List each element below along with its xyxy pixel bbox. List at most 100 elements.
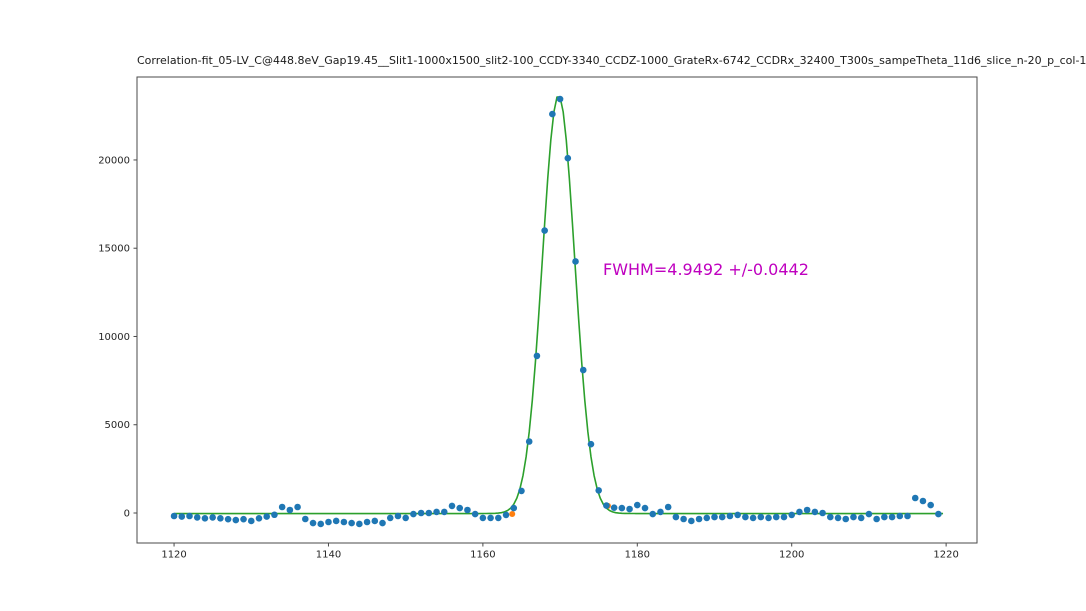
fwhm-annotation: FWHM=4.9492 +/-0.0442 bbox=[603, 260, 809, 279]
data-point bbox=[302, 515, 309, 523]
data-point bbox=[356, 520, 363, 528]
y-tick-label: 0 bbox=[124, 508, 130, 519]
data-point bbox=[595, 487, 602, 494]
data-point bbox=[873, 515, 880, 523]
data-point bbox=[255, 514, 263, 522]
data-point bbox=[309, 519, 317, 527]
data-point bbox=[911, 494, 919, 502]
data-point bbox=[904, 512, 911, 520]
data-point bbox=[471, 510, 479, 518]
data-point bbox=[232, 516, 240, 524]
data-point bbox=[410, 510, 417, 518]
data-point bbox=[425, 509, 433, 517]
data-point bbox=[286, 506, 294, 514]
data-point bbox=[533, 352, 541, 360]
data-point bbox=[247, 517, 255, 525]
x-tick-label: 1200 bbox=[779, 549, 804, 560]
data-point bbox=[780, 513, 788, 521]
data-point bbox=[495, 514, 502, 522]
data-point bbox=[703, 514, 711, 522]
data-point bbox=[325, 518, 332, 526]
data-point bbox=[734, 511, 741, 519]
data-point bbox=[579, 366, 587, 374]
x-tick-label: 1180 bbox=[625, 549, 650, 560]
data-point bbox=[749, 514, 757, 522]
data-point bbox=[386, 514, 394, 522]
data-point bbox=[850, 513, 857, 521]
data-point bbox=[224, 515, 232, 523]
data-point bbox=[610, 504, 618, 512]
data-point bbox=[927, 501, 934, 509]
data-point bbox=[178, 513, 186, 520]
data-point bbox=[201, 514, 209, 522]
data-point bbox=[819, 509, 826, 517]
data-point bbox=[572, 258, 579, 265]
data-point bbox=[379, 519, 386, 527]
data-point bbox=[657, 508, 664, 516]
data-point bbox=[525, 438, 533, 445]
data-point bbox=[402, 514, 409, 522]
x-tick-label: 1160 bbox=[470, 549, 495, 560]
data-point bbox=[865, 510, 873, 518]
data-point bbox=[193, 514, 201, 521]
data-point bbox=[672, 513, 680, 521]
data-point bbox=[340, 518, 348, 526]
data-point bbox=[271, 511, 278, 519]
plot-frame bbox=[136, 76, 978, 544]
data-point bbox=[294, 503, 301, 511]
data-point bbox=[518, 487, 525, 495]
data-point bbox=[564, 154, 572, 162]
data-point bbox=[626, 505, 633, 513]
data-point bbox=[718, 513, 726, 521]
data-point bbox=[649, 510, 657, 518]
data-point bbox=[317, 520, 325, 528]
data-point bbox=[726, 512, 734, 520]
data-point bbox=[417, 509, 425, 517]
data-point bbox=[371, 517, 379, 525]
fit-curve-line bbox=[174, 96, 944, 515]
data-point bbox=[510, 504, 518, 512]
data-point bbox=[217, 514, 224, 522]
data-point bbox=[827, 513, 834, 521]
chart-title: Correlation-fit_05-LV_C@448.8eV_Gap19.45… bbox=[137, 54, 1086, 67]
data-point bbox=[641, 504, 649, 512]
data-point bbox=[170, 512, 178, 520]
data-point bbox=[587, 440, 595, 448]
data-point bbox=[742, 513, 749, 521]
data-point bbox=[348, 519, 355, 527]
data-point bbox=[896, 512, 904, 520]
x-tick-label: 1220 bbox=[933, 549, 958, 560]
y-tick-label: 20000 bbox=[98, 155, 130, 166]
data-point bbox=[834, 514, 842, 522]
data-point bbox=[440, 508, 448, 516]
x-tick-label: 1120 bbox=[161, 549, 186, 560]
data-point bbox=[757, 513, 765, 521]
data-point bbox=[209, 514, 216, 521]
data-point bbox=[881, 513, 888, 521]
data-point bbox=[788, 511, 796, 519]
data-point bbox=[796, 508, 803, 516]
data-point bbox=[857, 514, 865, 522]
data-point bbox=[633, 501, 641, 509]
data-point bbox=[278, 503, 286, 511]
data-point bbox=[240, 515, 247, 523]
data-point bbox=[765, 514, 772, 522]
data-point bbox=[711, 513, 718, 521]
data-point bbox=[433, 508, 440, 516]
data-point bbox=[888, 513, 896, 521]
data-point bbox=[772, 513, 780, 521]
data-point bbox=[332, 517, 340, 525]
data-point bbox=[556, 95, 564, 103]
data-point bbox=[186, 512, 193, 520]
data-point bbox=[263, 513, 271, 520]
data-point bbox=[541, 227, 548, 234]
data-point bbox=[811, 508, 819, 516]
y-tick-label: 10000 bbox=[98, 332, 130, 343]
data-point bbox=[549, 110, 556, 118]
data-point bbox=[695, 515, 703, 523]
data-point bbox=[456, 504, 464, 512]
y-tick-label: 5000 bbox=[105, 420, 130, 431]
data-point bbox=[688, 517, 695, 525]
y-tick-label: 15000 bbox=[98, 244, 130, 255]
